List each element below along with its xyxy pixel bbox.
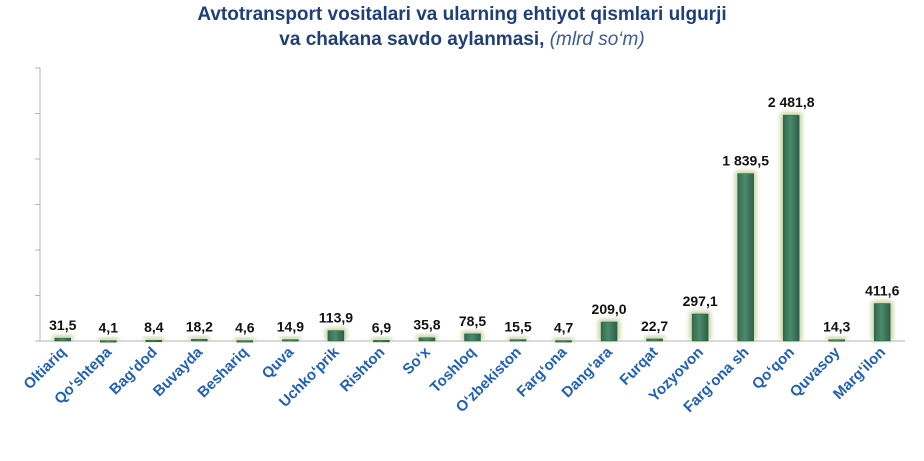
bar-6 [282,339,299,342]
x-tick-label: Furqat [616,344,661,389]
data-label: 2 481,8 [768,94,815,110]
data-label: 6,9 [372,319,392,335]
chart-unit: (mlrd so‘m) [549,29,645,50]
data-label: 209,0 [592,301,627,317]
data-label: 22,7 [641,318,668,334]
bar-1 [54,337,72,342]
bar-5 [236,340,254,343]
chart-title: Avtotransport vositalari va ularning eht… [0,2,924,52]
x-tick-label: Beshariq [194,344,251,401]
chart-title-line-2: va chakana savdo aylanmasi, (mlrd so‘m) [0,27,924,52]
label-layer: 31,5Oltiariq4,1Qo‘shtepa8,4Bag‘dod18,2Bu… [20,94,899,416]
x-tick-label: So‘x [399,343,434,378]
data-label: 14,9 [277,319,304,335]
x-tick-label: Rishton [337,344,388,395]
data-label: 4,6 [235,320,255,336]
bar-8 [373,340,390,343]
data-label: 113,9 [319,310,353,326]
x-tick-label: Dang‘ara [558,343,616,401]
bar-14 [646,338,663,342]
bar-7 [327,330,345,342]
bar-17 [782,114,800,342]
bar-15 [691,313,709,342]
bar-3 [145,339,163,342]
chart-title-line-2-text: va chakana savdo aylanmasi, [279,29,545,50]
data-label: 8,4 [144,319,164,335]
data-label: 15,5 [504,319,531,335]
x-tick-label: Quva [259,343,298,382]
chart-title-line-1: Avtotransport vositalari va ularning eht… [197,4,727,25]
bar-18 [828,339,845,342]
bar-11 [509,339,527,342]
data-label: 18,2 [186,318,213,334]
data-label: 1 839,5 [722,153,769,169]
bar-12 [555,340,572,343]
bar-13 [600,321,618,342]
bar-19 [873,303,891,342]
data-label: 35,8 [413,317,440,333]
data-label: 14,3 [823,319,850,335]
data-label: 31,5 [49,317,76,333]
bar-10 [464,333,481,342]
bar-layer [51,112,894,343]
data-label: 78,5 [459,313,486,329]
data-label: 411,6 [865,283,899,299]
bar-4 [191,339,208,342]
data-label: 4,1 [99,320,119,336]
bar-9 [418,337,436,342]
bar-2 [100,340,117,343]
data-label: 4,7 [554,320,574,336]
data-label: 297,1 [683,293,718,309]
bar-16 [737,173,754,342]
